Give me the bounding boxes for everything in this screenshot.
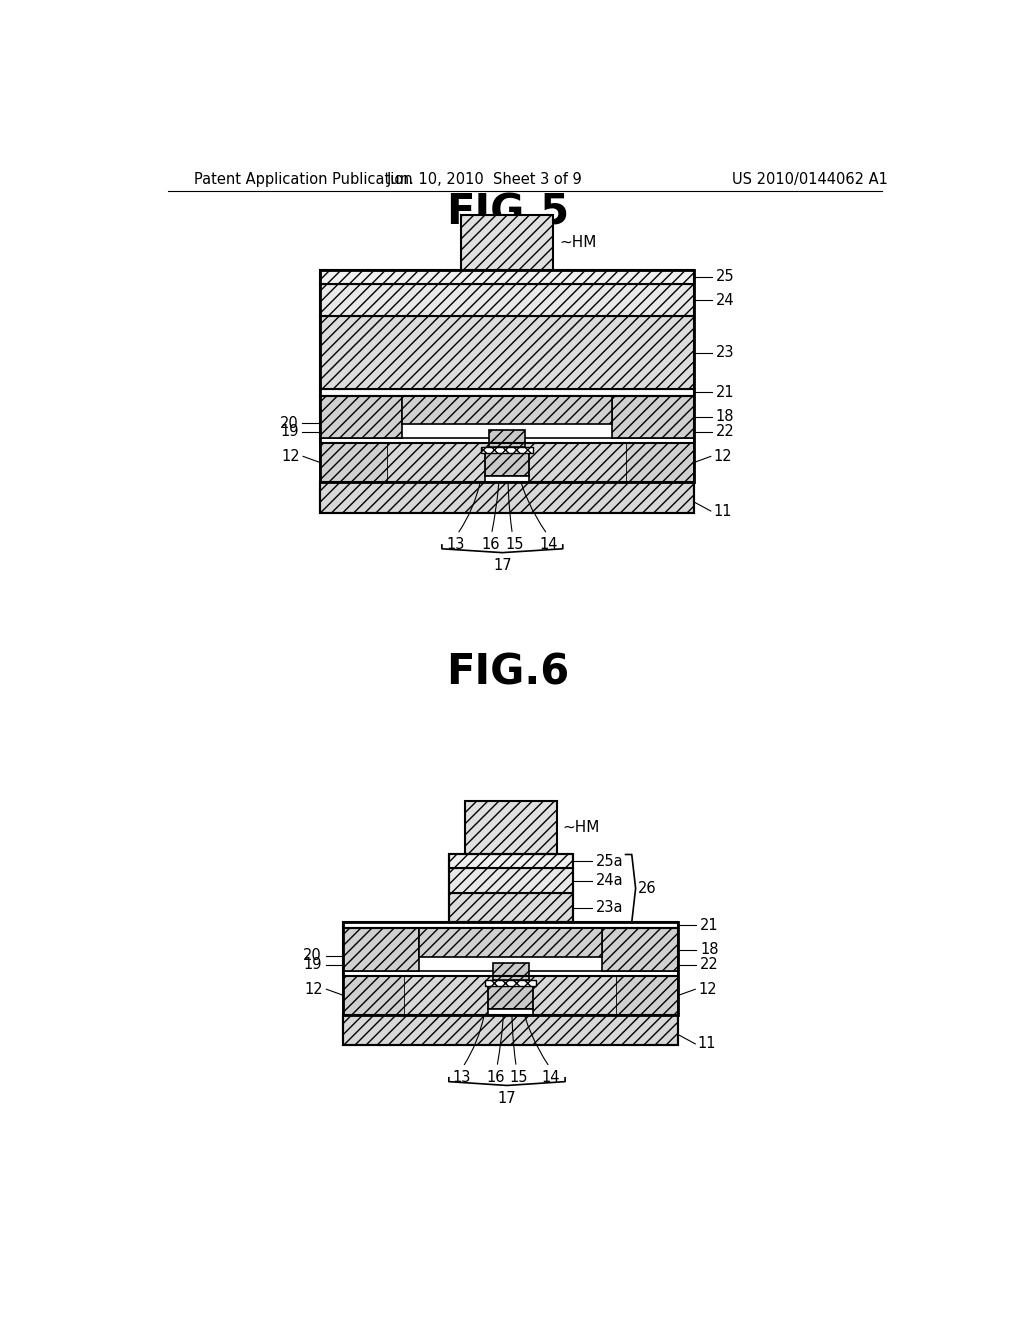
Bar bbox=[343, 923, 678, 1015]
Bar bbox=[461, 215, 553, 271]
Bar bbox=[420, 928, 602, 957]
Bar bbox=[449, 892, 572, 923]
Bar bbox=[485, 979, 537, 986]
Bar bbox=[611, 396, 693, 438]
Text: 14: 14 bbox=[540, 537, 558, 552]
Text: 22: 22 bbox=[716, 424, 734, 440]
Bar bbox=[321, 482, 693, 512]
Text: 12: 12 bbox=[698, 982, 717, 997]
Bar bbox=[402, 396, 611, 424]
Bar bbox=[321, 284, 693, 317]
Bar bbox=[343, 923, 678, 928]
Bar bbox=[489, 430, 525, 447]
Text: Patent Application Publication: Patent Application Publication bbox=[194, 173, 413, 187]
Bar bbox=[449, 869, 572, 892]
Text: 16: 16 bbox=[481, 537, 500, 552]
Bar bbox=[321, 271, 693, 482]
Text: 25: 25 bbox=[716, 269, 734, 285]
Bar bbox=[321, 396, 693, 444]
Bar bbox=[343, 1015, 678, 1045]
Bar bbox=[616, 977, 678, 1015]
Text: Jun. 10, 2010  Sheet 3 of 9: Jun. 10, 2010 Sheet 3 of 9 bbox=[387, 173, 583, 187]
Text: 19: 19 bbox=[303, 957, 322, 972]
Text: 11: 11 bbox=[697, 1036, 716, 1052]
Bar bbox=[465, 800, 557, 854]
Text: 13: 13 bbox=[446, 537, 465, 552]
Text: 17: 17 bbox=[493, 558, 512, 573]
Text: 20: 20 bbox=[303, 949, 322, 964]
Text: 21: 21 bbox=[716, 385, 734, 400]
Text: 12: 12 bbox=[305, 982, 324, 997]
Bar bbox=[343, 928, 678, 977]
Text: 24a: 24a bbox=[596, 873, 624, 888]
Text: 18: 18 bbox=[716, 409, 734, 424]
Bar bbox=[321, 389, 693, 396]
Bar bbox=[321, 396, 402, 438]
Text: 15: 15 bbox=[506, 537, 524, 552]
Text: 13: 13 bbox=[452, 1071, 470, 1085]
Bar bbox=[343, 970, 678, 977]
Text: 15: 15 bbox=[509, 1071, 527, 1085]
Bar bbox=[343, 977, 406, 1015]
Text: ~HM: ~HM bbox=[563, 820, 600, 836]
Text: 25a: 25a bbox=[596, 854, 624, 869]
Bar bbox=[321, 444, 388, 482]
Bar bbox=[388, 444, 626, 482]
Text: 23: 23 bbox=[716, 346, 734, 360]
Text: 20: 20 bbox=[280, 416, 299, 430]
Bar bbox=[406, 977, 616, 1015]
Text: 11: 11 bbox=[713, 503, 731, 519]
Text: ~HM: ~HM bbox=[559, 235, 596, 249]
Bar bbox=[488, 986, 534, 1010]
Text: 12: 12 bbox=[282, 449, 300, 463]
Bar bbox=[493, 964, 528, 979]
Bar bbox=[449, 854, 572, 923]
Bar bbox=[626, 444, 693, 482]
Text: FIG.6: FIG.6 bbox=[446, 652, 569, 694]
Text: 26: 26 bbox=[638, 880, 656, 896]
Bar bbox=[321, 271, 693, 284]
Text: US 2010/0144062 A1: US 2010/0144062 A1 bbox=[732, 173, 889, 187]
Bar bbox=[321, 317, 693, 389]
Text: 17: 17 bbox=[498, 1090, 516, 1106]
Text: 16: 16 bbox=[486, 1071, 505, 1085]
Text: 22: 22 bbox=[700, 957, 719, 972]
Text: 21: 21 bbox=[700, 917, 719, 933]
Text: 14: 14 bbox=[542, 1071, 560, 1085]
Bar bbox=[602, 928, 678, 970]
Text: 19: 19 bbox=[280, 424, 299, 440]
Text: FIG.5: FIG.5 bbox=[446, 191, 569, 234]
Bar bbox=[321, 438, 693, 444]
Bar bbox=[481, 447, 532, 453]
Bar bbox=[488, 1010, 534, 1015]
Text: 24: 24 bbox=[716, 293, 734, 308]
Text: 18: 18 bbox=[700, 942, 719, 957]
Bar bbox=[484, 453, 529, 477]
Text: 23a: 23a bbox=[596, 900, 624, 915]
Bar bbox=[449, 854, 572, 869]
Bar bbox=[343, 1015, 678, 1045]
Text: 12: 12 bbox=[714, 449, 732, 463]
Bar bbox=[343, 928, 420, 970]
Bar bbox=[321, 482, 693, 512]
Bar bbox=[484, 477, 529, 482]
